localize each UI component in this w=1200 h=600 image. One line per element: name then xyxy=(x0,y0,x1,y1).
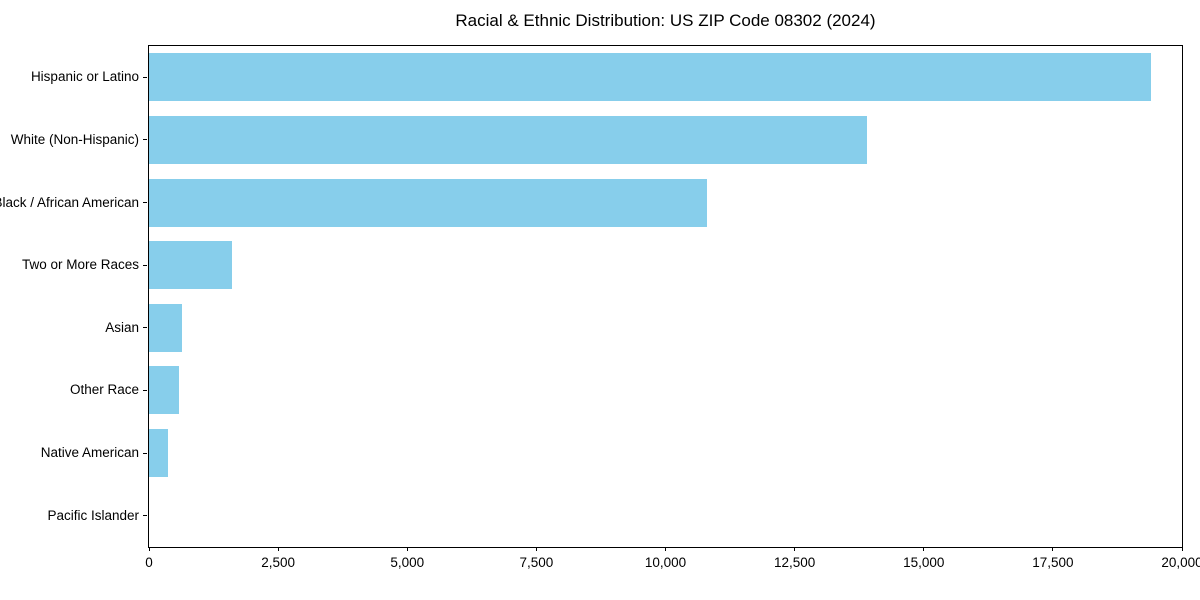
x-tick-label: 2,500 xyxy=(261,555,296,570)
x-tick-mark xyxy=(923,547,925,551)
bar xyxy=(149,178,707,227)
x-tick-mark xyxy=(1181,547,1183,551)
y-tick-label: Black / African American xyxy=(0,194,139,210)
y-tick-mark xyxy=(143,327,147,329)
x-tick-label: 15,000 xyxy=(903,555,945,570)
bar xyxy=(149,366,180,415)
x-tick-mark xyxy=(1052,547,1054,551)
y-tick-label: Other Race xyxy=(69,382,139,398)
x-tick-mark xyxy=(794,547,796,551)
chart-title: Racial & Ethnic Distribution: US ZIP Cod… xyxy=(455,11,876,30)
x-tick-mark xyxy=(535,547,537,551)
y-tick-mark xyxy=(143,389,147,391)
x-tick-label: 12,500 xyxy=(773,555,816,570)
bar xyxy=(149,303,182,352)
y-tick-label: Native American xyxy=(40,445,139,461)
x-tick-label: 10,000 xyxy=(644,555,687,570)
y-tick-label: Hispanic or Latino xyxy=(30,69,139,85)
x-tick-mark xyxy=(148,547,150,551)
y-tick-mark xyxy=(143,515,147,517)
y-tick-label: White (Non-Hispanic) xyxy=(10,131,139,147)
y-tick-mark xyxy=(143,264,147,266)
y-tick-label: Asian xyxy=(105,319,139,335)
x-tick-mark xyxy=(665,547,666,551)
y-tick-mark xyxy=(143,452,147,454)
y-tick-mark xyxy=(143,139,147,141)
x-tick-label: 17,500 xyxy=(1032,555,1074,570)
x-tick-mark xyxy=(277,547,279,551)
bar xyxy=(149,429,169,478)
plot-area: Hispanic or Latino White (Non-Hispanic) Bl… xyxy=(0,45,1200,570)
bar xyxy=(149,53,1151,102)
x-tick-label: 5,000 xyxy=(390,555,425,570)
x-tick-label: 0 xyxy=(145,555,153,570)
x-tick-label: 20,000 xyxy=(1161,555,1200,570)
y-tick-mark xyxy=(143,202,147,204)
x-tick-label: 7,500 xyxy=(519,555,554,570)
y-tick-label: Pacific Islander xyxy=(47,507,139,523)
bar xyxy=(149,241,232,290)
x-tick-mark xyxy=(406,547,408,551)
bar xyxy=(149,115,867,164)
y-tick-mark xyxy=(143,76,147,78)
y-tick-label: Two or More Races xyxy=(21,257,139,273)
